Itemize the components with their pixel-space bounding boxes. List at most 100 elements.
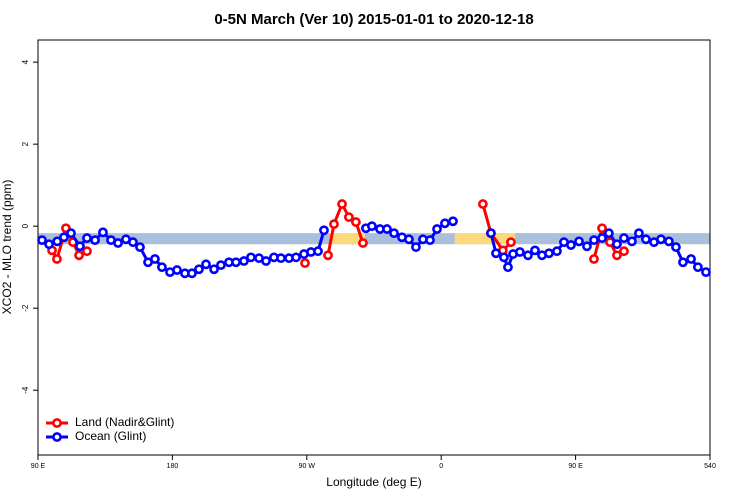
band bbox=[329, 233, 366, 245]
point bbox=[209, 264, 219, 275]
x-tick-label: 90 E bbox=[568, 463, 583, 470]
point bbox=[358, 238, 368, 248]
point bbox=[66, 228, 76, 239]
x-tick-label: 90 W bbox=[299, 463, 316, 470]
point bbox=[37, 235, 47, 246]
point bbox=[351, 217, 361, 227]
point bbox=[671, 242, 681, 252]
plot-frame bbox=[37, 39, 711, 456]
point bbox=[574, 236, 584, 247]
point bbox=[486, 228, 496, 239]
point bbox=[411, 242, 421, 252]
point bbox=[82, 246, 92, 257]
point bbox=[506, 237, 516, 248]
point bbox=[499, 252, 509, 263]
point bbox=[300, 258, 310, 268]
point bbox=[686, 254, 696, 264]
point bbox=[52, 236, 63, 247]
point bbox=[172, 265, 182, 275]
point bbox=[432, 224, 442, 234]
point bbox=[701, 267, 711, 278]
legend-label: Ocean (Glint) bbox=[75, 429, 146, 443]
point bbox=[523, 250, 533, 261]
point bbox=[44, 239, 54, 250]
x-tick-label: 90 E bbox=[31, 463, 46, 470]
y-tick-label: 2 bbox=[21, 141, 30, 146]
band bbox=[454, 233, 516, 245]
point bbox=[612, 239, 622, 250]
point bbox=[201, 259, 211, 270]
point bbox=[323, 250, 333, 261]
point bbox=[404, 234, 414, 245]
point bbox=[597, 223, 607, 234]
point bbox=[194, 264, 204, 275]
point bbox=[216, 260, 226, 271]
point bbox=[626, 236, 637, 247]
x-axis-label: Longitude (deg E) bbox=[326, 475, 421, 489]
point bbox=[261, 256, 271, 266]
point bbox=[477, 199, 488, 209]
point bbox=[276, 253, 286, 264]
point bbox=[135, 242, 145, 252]
point bbox=[344, 212, 354, 223]
point bbox=[74, 250, 84, 261]
point bbox=[552, 246, 562, 257]
chart-title: 0-5N March (Ver 10) 2015-01-01 to 2020-1… bbox=[214, 11, 533, 28]
point bbox=[425, 235, 435, 246]
x-tick-label: 0 bbox=[439, 463, 443, 470]
point bbox=[187, 268, 197, 279]
point bbox=[514, 247, 525, 257]
point bbox=[329, 219, 339, 230]
point bbox=[693, 262, 703, 273]
point bbox=[566, 240, 576, 250]
point bbox=[113, 238, 123, 248]
point bbox=[491, 248, 501, 259]
legend-marker bbox=[52, 432, 62, 442]
point bbox=[612, 250, 622, 261]
point bbox=[319, 225, 329, 236]
point bbox=[313, 246, 323, 257]
point bbox=[634, 228, 644, 239]
point bbox=[239, 256, 249, 266]
point bbox=[150, 254, 160, 264]
point bbox=[448, 216, 458, 227]
point bbox=[59, 232, 69, 243]
point bbox=[291, 252, 301, 263]
point bbox=[619, 246, 629, 257]
point bbox=[678, 257, 688, 268]
point bbox=[589, 254, 599, 264]
y-tick-label: -2 bbox=[21, 304, 30, 312]
point bbox=[597, 233, 607, 243]
y-tick-label: 4 bbox=[21, 59, 30, 64]
point bbox=[530, 245, 540, 256]
point bbox=[246, 252, 256, 263]
point bbox=[90, 235, 100, 246]
x-tick-label: 540 bbox=[704, 463, 716, 470]
band bbox=[38, 233, 710, 245]
y-tick-label: 0 bbox=[21, 223, 30, 228]
point bbox=[128, 237, 138, 248]
x-tick-label: 180 bbox=[167, 463, 179, 470]
point bbox=[656, 234, 666, 245]
point bbox=[619, 233, 629, 243]
point bbox=[98, 227, 108, 238]
point bbox=[389, 228, 399, 239]
point bbox=[641, 234, 651, 245]
legend-label: Land (Nadir&Glint) bbox=[75, 415, 174, 429]
y-tick-label: -4 bbox=[21, 386, 30, 394]
legend-marker bbox=[52, 418, 62, 428]
point bbox=[157, 262, 167, 273]
point bbox=[440, 218, 450, 229]
point bbox=[503, 262, 513, 273]
point bbox=[231, 257, 241, 268]
point bbox=[52, 254, 62, 264]
point bbox=[337, 199, 347, 209]
point bbox=[544, 248, 554, 259]
point bbox=[582, 241, 592, 252]
point bbox=[367, 221, 377, 232]
point bbox=[664, 236, 674, 247]
point bbox=[589, 235, 599, 246]
point bbox=[82, 233, 92, 243]
point bbox=[604, 228, 614, 239]
